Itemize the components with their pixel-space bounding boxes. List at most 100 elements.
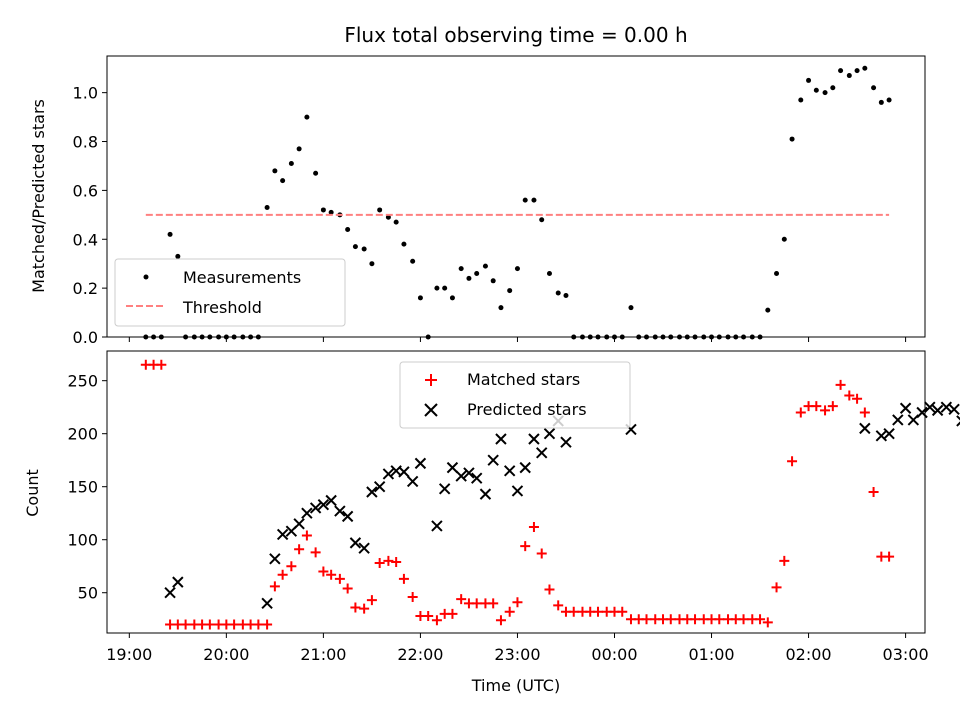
measurements-point xyxy=(280,178,286,184)
matched-stars-point xyxy=(504,606,515,617)
measurements-point xyxy=(813,87,819,93)
measurements-point xyxy=(393,219,399,225)
measurements-point xyxy=(522,197,528,203)
predicted-stars-point xyxy=(373,480,386,493)
legend-label-measurements: Measurements xyxy=(183,268,301,287)
measurements-point xyxy=(498,305,504,311)
predicted-stars-point xyxy=(948,403,960,416)
predicted-stars-point xyxy=(560,436,572,448)
matched-stars-point xyxy=(253,619,264,630)
measurements-point xyxy=(838,68,844,74)
measurements-point xyxy=(789,136,795,142)
matched-stars-point xyxy=(495,615,506,626)
matched-stars-point xyxy=(383,555,394,566)
predicted-stars-point xyxy=(293,518,305,530)
matched-stars-point xyxy=(342,583,353,594)
measurements-point xyxy=(781,236,787,242)
measurements-point xyxy=(806,77,812,83)
predicted-stars-point xyxy=(956,415,960,427)
matched-stars-point xyxy=(294,544,305,555)
predicted-stars-point xyxy=(334,505,346,517)
bottom-panel-y-ticks: 50 100 150 200 250 xyxy=(67,372,107,603)
matched-stars-point xyxy=(269,581,280,592)
predicted-stars-point xyxy=(503,465,516,477)
matched-stars-point xyxy=(471,598,482,609)
matched-stars-point xyxy=(310,547,321,558)
measurements-point xyxy=(798,97,804,103)
x-tick-label: 23:00 xyxy=(494,645,540,664)
predicted-stars-point xyxy=(495,433,507,445)
predicted-stars-point xyxy=(325,494,337,507)
measurements-point xyxy=(555,290,561,296)
matched-stars-point xyxy=(714,614,725,625)
measurements-point xyxy=(507,288,513,294)
predicted-stars-point xyxy=(269,553,281,565)
matched-stars-point xyxy=(204,619,215,630)
predicted-stars-point xyxy=(276,528,289,541)
matched-stars-point xyxy=(407,591,418,602)
measurements-point xyxy=(320,207,326,213)
legend-swatch-predicted xyxy=(424,403,438,417)
top-panel-y-axis-label: Matched/Predicted stars xyxy=(29,99,48,293)
predicted-stars-point xyxy=(536,447,548,459)
matched-stars-point xyxy=(859,407,870,418)
predicted-stars-point xyxy=(487,454,499,466)
matched-stars-point xyxy=(827,401,838,412)
matched-stars-point xyxy=(301,530,312,541)
measurements-point xyxy=(410,258,416,264)
x-axis-label: Time (UTC) xyxy=(471,676,560,695)
measurements-point xyxy=(822,90,828,96)
matched-stars-point xyxy=(488,598,499,609)
matched-stars-point xyxy=(690,614,701,625)
legend-swatch-matched xyxy=(425,374,437,386)
matched-stars-point xyxy=(592,606,603,617)
measurements-point xyxy=(417,295,423,301)
predicted-stars-point xyxy=(398,466,410,478)
measurements-point xyxy=(442,285,448,291)
matched-stars-point xyxy=(334,573,345,584)
predicted-stars-point xyxy=(899,402,912,414)
y-tick-label: 50 xyxy=(78,584,98,603)
predicted-stars-point xyxy=(164,587,176,599)
matched-stars-point xyxy=(286,561,297,572)
measurements-point xyxy=(886,97,892,103)
top-panel: 0.0 0.2 0.4 0.6 0.8 1.0 Matched/Predicted sta… xyxy=(29,55,926,347)
measurements-point xyxy=(458,266,464,272)
matched-stars-point xyxy=(844,390,855,401)
bottom-panel-legend-box xyxy=(399,361,631,429)
matched-stars-point xyxy=(884,551,895,562)
x-tick-label: 00:00 xyxy=(591,645,637,664)
measurements-point xyxy=(369,261,375,267)
predicted-stars-point xyxy=(172,576,184,588)
y-tick-label: 1.0 xyxy=(73,84,98,103)
matched-stars-point xyxy=(366,595,377,606)
predicted-stars-point xyxy=(431,520,443,532)
matched-stars-point xyxy=(431,615,442,626)
bottom-panel-legend: Matched stars Predicted stars xyxy=(399,361,631,429)
measurements-point xyxy=(345,226,351,232)
matched-stars-point xyxy=(359,603,370,614)
matched-stars-point xyxy=(641,614,652,625)
matched-stars-point xyxy=(738,614,749,625)
bottom-panel-y-axis-label: Count xyxy=(23,469,42,517)
y-tick-label: 0.4 xyxy=(73,230,98,249)
matched-stars-point xyxy=(447,608,458,619)
measurements-point xyxy=(175,253,181,259)
legend-label-threshold: Threshold xyxy=(182,298,262,317)
matched-stars-point xyxy=(326,569,337,580)
measurements-point xyxy=(539,217,545,223)
y-tick-label: 250 xyxy=(67,372,98,391)
measurements-point xyxy=(304,114,310,120)
top-panel-legend-box xyxy=(114,258,346,327)
predicted-stars-point xyxy=(924,401,936,413)
predicted-stars-point xyxy=(519,461,531,474)
predicted-stars-point xyxy=(883,427,895,440)
matched-stars-point xyxy=(423,611,434,622)
predicted-stars-point xyxy=(528,433,540,445)
measurements-point xyxy=(328,209,334,215)
top-panel-y-ticks: 0.0 0.2 0.4 0.6 0.8 1.0 xyxy=(73,84,107,347)
bottom-panel-x-ticks: 19:00 20:00 21:00 22:00 23:00 00:00 01:00 02:00… xyxy=(106,633,929,664)
matched-stars-point xyxy=(820,405,831,416)
predicted-stars-point xyxy=(349,537,362,549)
measurements-point xyxy=(871,85,877,91)
